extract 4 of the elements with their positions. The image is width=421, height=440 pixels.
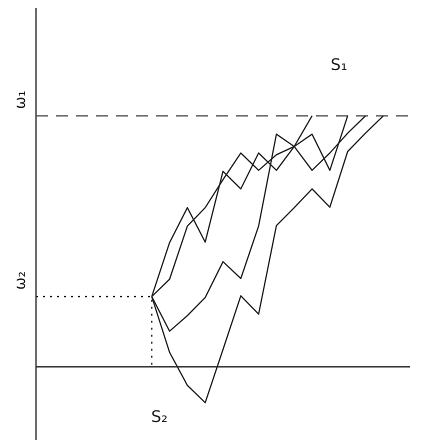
ref-line-label: ω₂ [10,271,29,290]
ref-line-label: ω₁ [10,90,29,110]
text: S₁ [330,55,348,74]
text: S₂ [151,407,168,426]
